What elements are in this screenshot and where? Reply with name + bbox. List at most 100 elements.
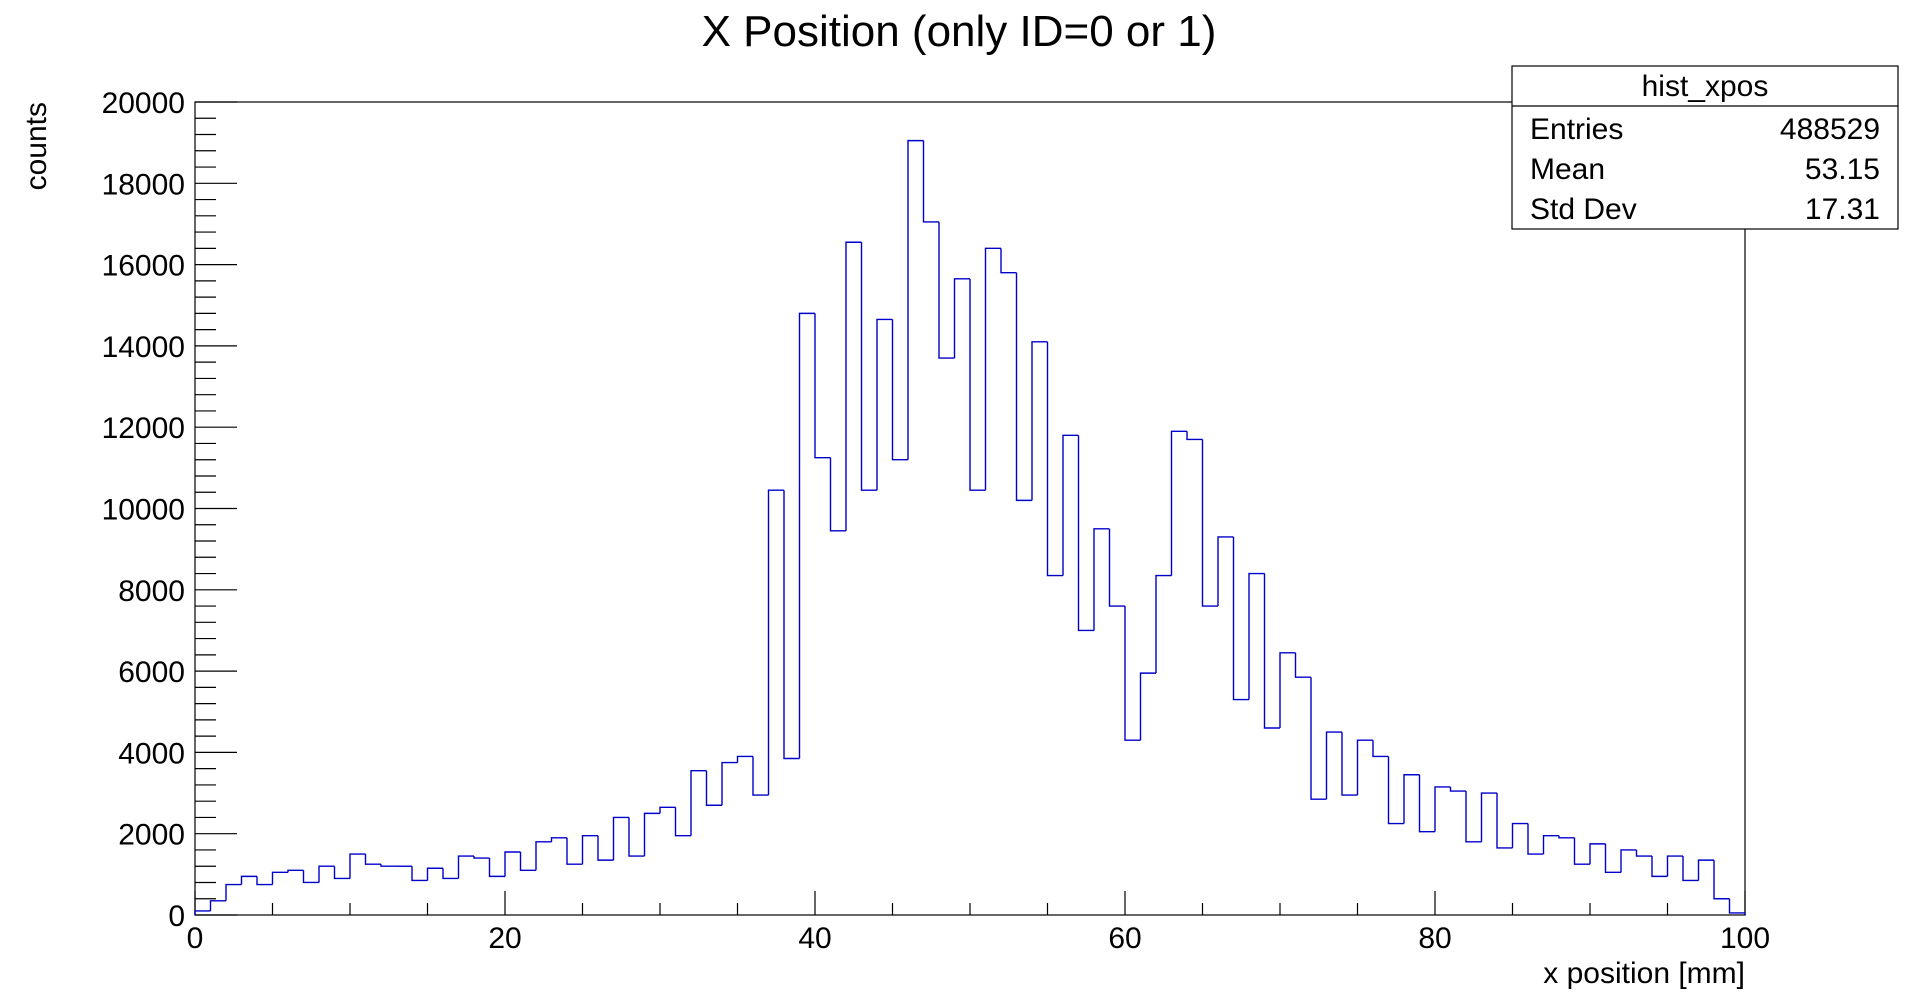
histogram-bin: [1046, 341, 1063, 577]
histogram-bin: [1015, 272, 1032, 502]
histogram-bin: [612, 816, 629, 861]
histogram-bin: [1573, 837, 1590, 865]
histogram-bin: [1527, 823, 1544, 855]
histogram-bin: [1697, 859, 1714, 881]
stats-stddev-label: Std Dev: [1530, 193, 1637, 226]
y-tick-label: 2000: [118, 819, 185, 852]
histogram-bin: [349, 853, 366, 879]
x-tick-label: 0: [187, 922, 204, 955]
histogram-bin: [426, 867, 443, 881]
histogram-bin: [1201, 439, 1218, 607]
histogram-bin: [287, 869, 304, 873]
y-tick-label: 6000: [118, 656, 185, 689]
histogram-bin: [550, 837, 567, 842]
histogram-bin: [1217, 536, 1234, 607]
histogram-bin: [519, 851, 536, 871]
histogram-bin: [1372, 740, 1389, 758]
histogram-bin: [690, 769, 707, 836]
histogram-bin: [442, 868, 459, 880]
histogram-bin: [1449, 786, 1466, 792]
x-tick-label: 20: [488, 922, 521, 955]
histogram-bin: [721, 761, 738, 806]
x-tick-label: 60: [1108, 922, 1141, 955]
histogram-bin: [1093, 528, 1110, 631]
histogram-bin: [1387, 756, 1404, 825]
histogram-bin: [1248, 572, 1265, 700]
histogram-bin: [1294, 652, 1311, 678]
histogram-bin: [1434, 786, 1451, 832]
stats-stddev-value: 17.31: [1805, 193, 1880, 226]
stats-mean-value: 53.15: [1805, 153, 1880, 186]
histogram-bin: [907, 139, 924, 460]
y-tick-label: 0: [168, 900, 185, 933]
histogram-bin: [891, 319, 908, 461]
y-axis-label: counts: [20, 102, 53, 190]
histogram-bin: [628, 817, 645, 857]
histogram-bin: [1108, 528, 1125, 607]
y-tick-label: 20000: [102, 87, 185, 120]
histogram-bin: [1356, 739, 1373, 796]
histogram-bin: [736, 755, 753, 763]
histogram-bin: [1558, 835, 1575, 839]
histogram-bin: [1310, 677, 1327, 800]
histogram-bin: [1062, 434, 1079, 576]
y-tick-label: 8000: [118, 575, 185, 608]
histogram-bin: [457, 855, 474, 879]
y-tick-label: 12000: [102, 412, 185, 445]
histogram-bin: [488, 858, 505, 878]
x-tick-label: 80: [1418, 922, 1451, 955]
histogram-bin: [194, 910, 211, 915]
histogram-bin: [597, 835, 614, 861]
histogram-bin: [860, 242, 877, 491]
stats-box-title: hist_xpos: [1642, 70, 1769, 103]
histogram-bin: [1155, 574, 1172, 674]
histogram-bin: [1000, 248, 1017, 274]
histogram-bin: [1604, 843, 1621, 874]
histogram-bin: [876, 318, 893, 491]
histogram-bin: [504, 851, 521, 877]
histogram-bin: [1325, 731, 1342, 800]
histogram-bin: [659, 806, 676, 814]
histogram-bin: [1403, 774, 1420, 824]
histogram-bin: [783, 490, 800, 760]
histogram-bin: [581, 835, 598, 865]
histogram-bin: [1713, 860, 1730, 900]
x-axis-label: x position [mm]: [1543, 957, 1745, 990]
histogram-bin: [845, 241, 862, 531]
histogram-bin: [938, 221, 955, 359]
histogram-bin: [674, 807, 691, 837]
histogram-bin: [1589, 843, 1606, 865]
histogram-bin: [1666, 855, 1683, 877]
y-tick-label: 14000: [102, 331, 185, 364]
histogram-bin: [1480, 792, 1497, 842]
histogram-bin: [535, 841, 552, 871]
x-tick-label: 40: [798, 922, 831, 955]
y-tick-label: 10000: [102, 494, 185, 527]
histogram-bin: [1496, 793, 1513, 849]
y-axis: 0 2000 4000 6000 8000 10000 12000 14000 16000 180…: [102, 87, 237, 933]
x-axis: 0 20 40 60 80 100: [187, 891, 1770, 955]
histogram-bin: [566, 837, 583, 865]
stats-box: hist_xpos Entries 488529 Mean 53.15 Std …: [1511, 65, 1899, 230]
histogram-bin: [953, 278, 970, 359]
histogram-bin: [380, 864, 397, 867]
histogram-bin: [829, 457, 846, 532]
histogram-bars: [194, 139, 1746, 915]
histogram-bin: [1620, 849, 1637, 873]
histogram-bin: [411, 866, 428, 882]
histogram-bin: [1465, 791, 1482, 843]
histogram-bin: [302, 870, 319, 884]
histogram-bin: [1542, 835, 1559, 855]
histogram-bin: [240, 875, 257, 885]
histogram-bin: [1511, 822, 1528, 848]
histogram-bin: [705, 770, 722, 806]
y-tick-label: 18000: [102, 168, 185, 201]
x-tick-label: 100: [1720, 922, 1770, 955]
histogram-bin: [1124, 606, 1141, 741]
histogram-bin: [1232, 536, 1249, 701]
chart-title: X Position (only ID=0 or 1): [702, 7, 1217, 56]
y-tick-label: 4000: [118, 737, 185, 770]
histogram-bin: [1186, 431, 1203, 441]
histogram-bin: [364, 854, 381, 865]
stats-entries-label: Entries: [1530, 113, 1623, 146]
